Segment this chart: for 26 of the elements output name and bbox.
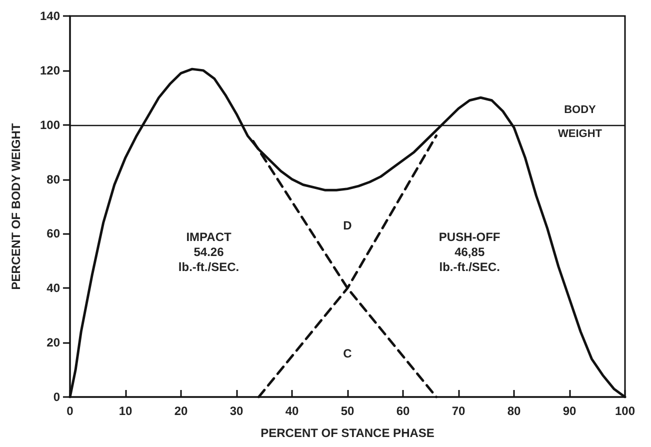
y-tick-label: 80 [46, 172, 60, 186]
x-tick-label: 90 [562, 404, 576, 418]
x-tick-label: 60 [396, 404, 410, 418]
ref-line-label: BODY WEIGHT [558, 104, 602, 140]
x-tick-label: 70 [452, 404, 466, 418]
y-axis-title: PERCENT OF BODY WEIGHT [9, 122, 23, 290]
annotation: IMPACT 54.26 lb.-ft./SEC. [178, 230, 240, 274]
annotation: C [343, 346, 352, 361]
x-tick-label: 50 [340, 404, 354, 418]
x-tick-label: 80 [507, 404, 521, 418]
y-tick-label: 140 [40, 9, 60, 23]
y-tick-label: 120 [40, 63, 60, 78]
annotation: PUSH-OFF 46,85 lb.-ft./SEC. [438, 230, 500, 274]
x-tick-label: 30 [230, 404, 244, 418]
y-tick-label: 100 [40, 118, 60, 132]
y-tick-label: 40 [46, 281, 60, 296]
x-axis-title: PERCENT OF STANCE PHASE [260, 426, 434, 440]
x-tick-label: 10 [118, 404, 132, 418]
y-tick-label: 60 [46, 226, 60, 241]
y-tick-label: 20 [46, 336, 60, 350]
annotation: D [343, 218, 352, 233]
x-tick-label: 100 [614, 404, 636, 418]
x-tick-label: 0 [66, 404, 74, 418]
y-tick-label: 0 [53, 390, 60, 404]
x-tick-label: 40 [285, 404, 299, 418]
x-tick-label: 20 [174, 404, 188, 418]
